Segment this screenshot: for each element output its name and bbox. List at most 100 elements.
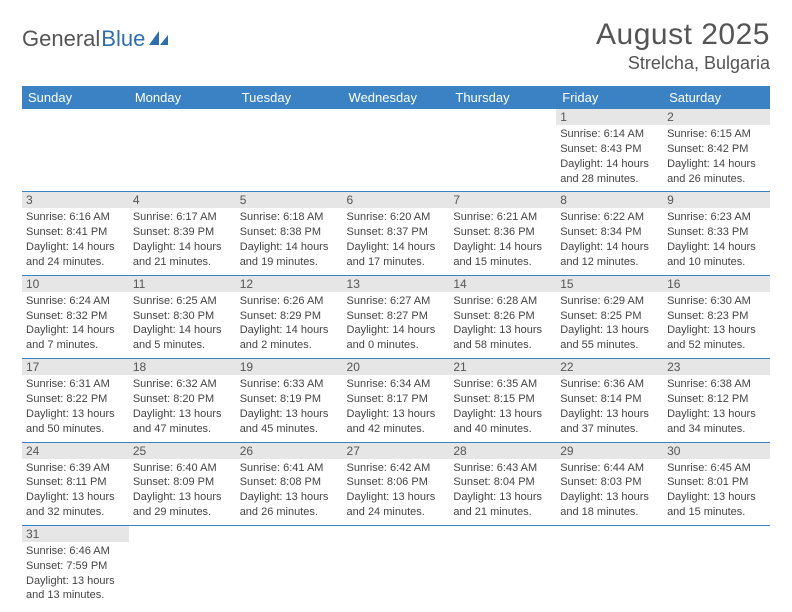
- day-info-line: and 10 minutes.: [667, 255, 766, 270]
- day-number: 29: [556, 443, 663, 459]
- day-number: 9: [663, 192, 770, 208]
- day-info-line: Sunrise: 6:46 AM: [26, 544, 125, 559]
- day-info-line: Sunset: 8:19 PM: [240, 392, 339, 407]
- day-number: 1: [556, 109, 663, 125]
- day-info-line: Sunset: 8:23 PM: [667, 309, 766, 324]
- day-cell: 1Sunrise: 6:14 AMSunset: 8:43 PMDaylight…: [556, 109, 663, 192]
- day-info: Sunrise: 6:31 AMSunset: 8:22 PMDaylight:…: [26, 377, 125, 436]
- calendar-table: SundayMondayTuesdayWednesdayThursdayFrid…: [22, 86, 770, 608]
- day-info-line: and 42 minutes.: [347, 422, 446, 437]
- weekday-header: Thursday: [449, 86, 556, 109]
- day-info-line: Sunrise: 6:23 AM: [667, 210, 766, 225]
- day-info: Sunrise: 6:33 AMSunset: 8:19 PMDaylight:…: [240, 377, 339, 436]
- day-info-line: Daylight: 13 hours: [133, 490, 232, 505]
- day-number: 7: [449, 192, 556, 208]
- day-info: Sunrise: 6:29 AMSunset: 8:25 PMDaylight:…: [560, 294, 659, 353]
- day-number: 24: [22, 443, 129, 459]
- day-cell: 2Sunrise: 6:15 AMSunset: 8:42 PMDaylight…: [663, 109, 770, 192]
- calendar-row: 10Sunrise: 6:24 AMSunset: 8:32 PMDayligh…: [22, 275, 770, 358]
- month-title: August 2025: [596, 18, 770, 52]
- day-number: 8: [556, 192, 663, 208]
- day-info-line: Daylight: 14 hours: [347, 240, 446, 255]
- day-info: Sunrise: 6:30 AMSunset: 8:23 PMDaylight:…: [667, 294, 766, 353]
- day-info-line: Sunset: 8:41 PM: [26, 225, 125, 240]
- empty-cell: [236, 525, 343, 608]
- day-number: 22: [556, 359, 663, 375]
- day-number: 12: [236, 276, 343, 292]
- calendar-row: 24Sunrise: 6:39 AMSunset: 8:11 PMDayligh…: [22, 442, 770, 525]
- day-info-line: Sunrise: 6:35 AM: [453, 377, 552, 392]
- day-info-line: and 28 minutes.: [560, 172, 659, 187]
- day-info-line: Sunset: 8:27 PM: [347, 309, 446, 324]
- day-info-line: Daylight: 14 hours: [667, 240, 766, 255]
- day-cell: 4Sunrise: 6:17 AMSunset: 8:39 PMDaylight…: [129, 192, 236, 275]
- day-info-line: Daylight: 14 hours: [240, 240, 339, 255]
- day-cell: 11Sunrise: 6:25 AMSunset: 8:30 PMDayligh…: [129, 275, 236, 358]
- day-info-line: Sunrise: 6:45 AM: [667, 461, 766, 476]
- brand-part2: Blue: [101, 26, 145, 52]
- day-info-line: Sunrise: 6:17 AM: [133, 210, 232, 225]
- day-info-line: Sunset: 8:33 PM: [667, 225, 766, 240]
- day-info-line: Daylight: 14 hours: [133, 240, 232, 255]
- day-info-line: Sunrise: 6:24 AM: [26, 294, 125, 309]
- day-info-line: Sunset: 8:20 PM: [133, 392, 232, 407]
- day-cell: 16Sunrise: 6:30 AMSunset: 8:23 PMDayligh…: [663, 275, 770, 358]
- day-info-line: Sunrise: 6:38 AM: [667, 377, 766, 392]
- day-info-line: and 40 minutes.: [453, 422, 552, 437]
- location-label: Strelcha, Bulgaria: [596, 53, 770, 74]
- day-number: 3: [22, 192, 129, 208]
- day-info-line: Sunset: 8:29 PM: [240, 309, 339, 324]
- day-info-line: Daylight: 13 hours: [560, 407, 659, 422]
- brand-part1: General: [22, 26, 100, 52]
- day-info-line: Sunrise: 6:25 AM: [133, 294, 232, 309]
- day-info-line: Daylight: 13 hours: [560, 490, 659, 505]
- day-info-line: Daylight: 14 hours: [560, 240, 659, 255]
- day-info-line: Sunset: 8:03 PM: [560, 475, 659, 490]
- day-info: Sunrise: 6:21 AMSunset: 8:36 PMDaylight:…: [453, 210, 552, 269]
- day-number: 31: [22, 526, 129, 542]
- day-info-line: and 26 minutes.: [240, 505, 339, 520]
- day-info-line: Sunrise: 6:14 AM: [560, 127, 659, 142]
- day-info: Sunrise: 6:23 AMSunset: 8:33 PMDaylight:…: [667, 210, 766, 269]
- day-cell: 30Sunrise: 6:45 AMSunset: 8:01 PMDayligh…: [663, 442, 770, 525]
- day-info-line: Sunrise: 6:44 AM: [560, 461, 659, 476]
- day-info-line: Sunset: 8:25 PM: [560, 309, 659, 324]
- day-info-line: Sunset: 8:43 PM: [560, 142, 659, 157]
- day-info-line: Sunset: 8:36 PM: [453, 225, 552, 240]
- day-info: Sunrise: 6:38 AMSunset: 8:12 PMDaylight:…: [667, 377, 766, 436]
- day-info-line: Sunset: 8:39 PM: [133, 225, 232, 240]
- empty-cell: [556, 525, 663, 608]
- day-number: 11: [129, 276, 236, 292]
- day-cell: 8Sunrise: 6:22 AMSunset: 8:34 PMDaylight…: [556, 192, 663, 275]
- day-cell: 5Sunrise: 6:18 AMSunset: 8:38 PMDaylight…: [236, 192, 343, 275]
- day-info-line: Sunset: 8:12 PM: [667, 392, 766, 407]
- day-info-line: and 34 minutes.: [667, 422, 766, 437]
- empty-cell: [236, 109, 343, 192]
- day-info-line: and 15 minutes.: [453, 255, 552, 270]
- day-cell: 26Sunrise: 6:41 AMSunset: 8:08 PMDayligh…: [236, 442, 343, 525]
- day-info: Sunrise: 6:35 AMSunset: 8:15 PMDaylight:…: [453, 377, 552, 436]
- day-info: Sunrise: 6:15 AMSunset: 8:42 PMDaylight:…: [667, 127, 766, 186]
- day-info-line: Daylight: 13 hours: [26, 574, 125, 589]
- day-number: 30: [663, 443, 770, 459]
- day-info: Sunrise: 6:42 AMSunset: 8:06 PMDaylight:…: [347, 461, 446, 520]
- day-number: 15: [556, 276, 663, 292]
- day-cell: 19 Sunrise: 6:33 AMSunset: 8:19 PMDayligh…: [236, 359, 343, 442]
- day-info: Sunrise: 6:44 AMSunset: 8:03 PMDaylight:…: [560, 461, 659, 520]
- day-number: 19: [236, 359, 343, 375]
- day-cell: 23Sunrise: 6:38 AMSunset: 8:12 PMDayligh…: [663, 359, 770, 442]
- day-info: Sunrise: 6:41 AMSunset: 8:08 PMDaylight:…: [240, 461, 339, 520]
- day-number: 20: [343, 359, 450, 375]
- calendar-row: 3Sunrise: 6:16 AMSunset: 8:41 PMDaylight…: [22, 192, 770, 275]
- day-info-line: Sunrise: 6:34 AM: [347, 377, 446, 392]
- day-info-line: Daylight: 13 hours: [240, 490, 339, 505]
- day-info-line: and 17 minutes.: [347, 255, 446, 270]
- day-number: 14: [449, 276, 556, 292]
- sail-icon: [148, 26, 170, 52]
- day-info: Sunrise: 6:18 AMSunset: 8:38 PMDaylight:…: [240, 210, 339, 269]
- day-info-line: Daylight: 13 hours: [453, 407, 552, 422]
- day-info-line: Sunset: 8:11 PM: [26, 475, 125, 490]
- day-info-line: Sunset: 8:15 PM: [453, 392, 552, 407]
- day-info-line: Sunset: 8:17 PM: [347, 392, 446, 407]
- day-info: Sunrise: 6:24 AMSunset: 8:32 PMDaylight:…: [26, 294, 125, 353]
